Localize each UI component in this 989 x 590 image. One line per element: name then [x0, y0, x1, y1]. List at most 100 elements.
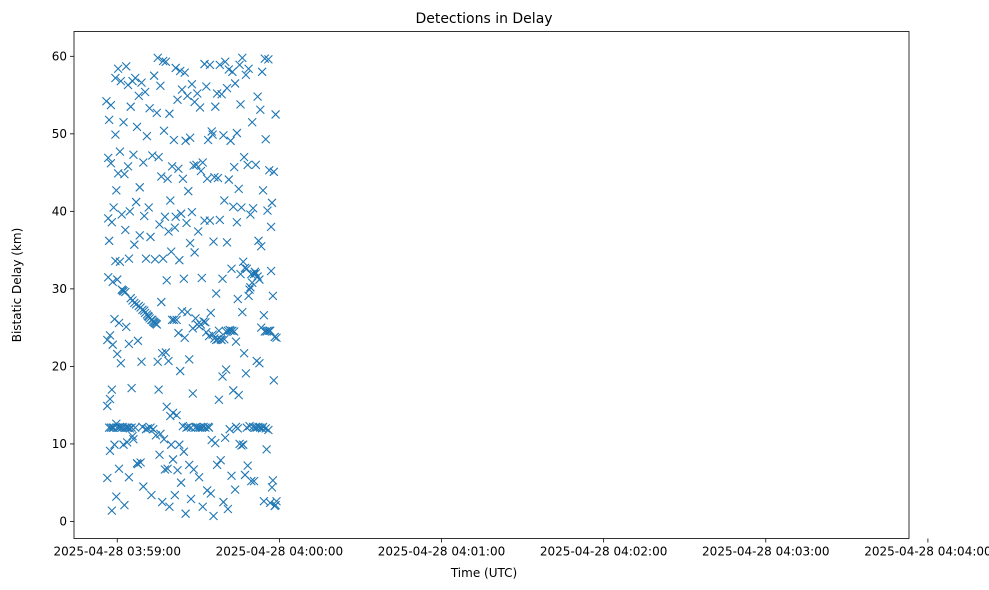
data-point	[179, 447, 189, 457]
data-point	[165, 502, 174, 512]
data-point	[119, 117, 128, 127]
data-point	[129, 434, 138, 444]
data-point	[186, 494, 196, 504]
data-point	[111, 186, 121, 195]
data-point	[249, 476, 259, 486]
y-tick-label: 0	[59, 514, 67, 528]
data-point	[255, 105, 265, 115]
data-point	[165, 196, 175, 205]
data-point	[126, 102, 136, 112]
data-point	[256, 241, 266, 251]
data-point	[185, 238, 195, 248]
data-point	[156, 81, 165, 91]
data-point	[174, 255, 184, 265]
data-point	[220, 433, 230, 443]
data-point	[155, 450, 164, 460]
data-point	[182, 423, 191, 433]
data-point	[164, 227, 173, 236]
data-point	[166, 247, 176, 257]
x-axis-label: Time (UTC)	[450, 566, 517, 580]
data-point	[156, 172, 166, 181]
x-tick-label: 2025-04-28 03:59:00	[54, 545, 181, 559]
data-point	[183, 307, 192, 317]
data-point	[146, 232, 155, 242]
data-point	[130, 73, 140, 83]
data-point	[152, 320, 162, 329]
data-point	[248, 203, 258, 213]
data-point	[259, 310, 269, 320]
data-point	[132, 122, 142, 132]
data-point	[263, 326, 272, 336]
data-point	[247, 278, 257, 288]
x-tick-label: 2025-04-28 04:04:00	[864, 545, 989, 559]
data-point	[203, 135, 213, 145]
data-point	[114, 318, 124, 328]
data-point	[233, 424, 243, 433]
data-point	[134, 91, 144, 101]
data-point	[269, 375, 279, 385]
data-point	[122, 437, 132, 447]
data-point	[272, 496, 281, 506]
data-point	[258, 186, 268, 195]
data-point	[184, 355, 194, 364]
y-axis: 0 10 20 30 40 50 60	[52, 49, 74, 528]
data-point	[237, 53, 247, 63]
data-point	[196, 166, 206, 176]
data-point	[222, 237, 232, 247]
data-point	[234, 390, 244, 400]
y-tick-label: 10	[52, 437, 67, 451]
y-tick-label: 40	[52, 204, 67, 218]
data-point	[161, 348, 171, 357]
plot-area-frame	[73, 31, 910, 539]
data-point	[153, 53, 163, 63]
data-point	[241, 368, 251, 378]
y-axis-label: Bistatic Delay (km)	[10, 228, 24, 343]
data-point	[173, 95, 182, 105]
data-point	[106, 423, 116, 433]
data-point	[145, 103, 155, 113]
data-point	[114, 464, 124, 474]
data-point	[182, 218, 191, 228]
data-point	[121, 322, 131, 332]
data-point	[105, 394, 115, 404]
data-point	[264, 425, 273, 435]
data-point	[236, 99, 245, 109]
data-point	[229, 162, 239, 172]
data-point	[187, 207, 197, 217]
data-point	[175, 366, 185, 376]
data-point	[157, 348, 167, 358]
data-point	[149, 71, 159, 81]
data-point	[253, 92, 262, 102]
y-tick-label: 20	[52, 359, 67, 373]
data-point	[209, 237, 218, 246]
data-point	[161, 57, 171, 67]
data-point	[226, 326, 235, 336]
data-point	[251, 160, 261, 170]
data-point	[169, 135, 179, 145]
data-point	[112, 275, 122, 284]
data-point	[139, 306, 149, 315]
data-point	[205, 60, 215, 70]
data-point	[176, 478, 186, 488]
data-point	[267, 198, 277, 208]
data-point	[102, 401, 112, 411]
data-point	[237, 441, 246, 450]
data-point	[259, 496, 269, 506]
data-point	[235, 60, 244, 70]
data-point	[228, 202, 238, 212]
data-point	[172, 410, 182, 420]
data-point	[162, 275, 172, 285]
data-point	[155, 220, 164, 229]
data-point	[218, 274, 227, 284]
data-point	[199, 317, 209, 326]
data-point	[218, 372, 227, 381]
data-point	[153, 357, 163, 367]
data-point	[227, 471, 236, 481]
data-point	[193, 227, 203, 236]
data-point	[224, 175, 234, 184]
data-point	[140, 87, 150, 97]
data-point	[148, 424, 158, 434]
data-point	[117, 210, 127, 219]
data-point	[181, 509, 191, 519]
